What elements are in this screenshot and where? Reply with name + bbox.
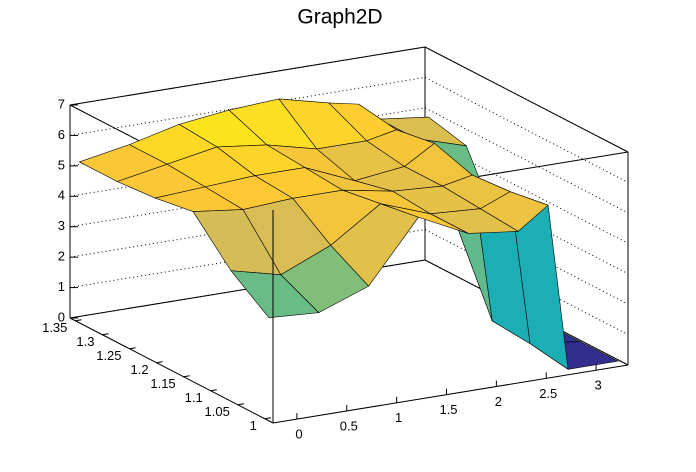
x-tick-label: 0.5 bbox=[340, 418, 358, 433]
y-tick bbox=[102, 333, 109, 336]
z-tick-label: 2 bbox=[58, 249, 65, 264]
box-edge bbox=[69, 46, 426, 106]
y-tick bbox=[237, 403, 244, 406]
y-tick bbox=[210, 389, 217, 392]
y-tick-label: 1.2 bbox=[131, 362, 149, 377]
grid-line bbox=[69, 46, 629, 153]
x-tick-label: 2.5 bbox=[539, 386, 557, 401]
y-tick-label: 1.15 bbox=[150, 376, 175, 391]
z-tick-label: 4 bbox=[58, 188, 65, 203]
x-tick-label: 0 bbox=[295, 427, 302, 442]
y-tick-label: 1.1 bbox=[185, 390, 203, 405]
x-tick-label: 1.5 bbox=[439, 402, 457, 417]
z-tick-label: 1 bbox=[58, 279, 65, 294]
y-tick-label: 1.25 bbox=[96, 348, 121, 363]
y-tick-label: 1 bbox=[250, 418, 257, 433]
y-tick bbox=[183, 375, 190, 378]
z-tick-label: 3 bbox=[58, 218, 65, 233]
z-tick-label: 6 bbox=[58, 127, 65, 142]
z-tick-label: 0 bbox=[58, 309, 65, 324]
y-tick bbox=[75, 319, 82, 322]
x-axis bbox=[272, 364, 629, 424]
grid-line bbox=[69, 76, 629, 183]
y-tick-label: 1.35 bbox=[42, 320, 67, 335]
grid-line bbox=[69, 137, 629, 244]
grid-line bbox=[69, 229, 629, 336]
y-tick-label: 1.3 bbox=[76, 334, 94, 349]
x-tick-label: 2 bbox=[495, 394, 502, 409]
y-axis bbox=[69, 317, 274, 424]
grid-line bbox=[69, 198, 629, 305]
y-tick-label: 1.05 bbox=[205, 404, 230, 419]
chart-title: Graph2D bbox=[297, 6, 382, 29]
surface-cell bbox=[230, 270, 320, 319]
grid-line bbox=[69, 107, 629, 214]
x-tick-label: 1 bbox=[395, 410, 402, 425]
y-tick bbox=[264, 417, 271, 420]
y-tick bbox=[156, 361, 163, 364]
x-tick-label: 3 bbox=[594, 378, 601, 393]
y-tick bbox=[129, 347, 136, 350]
z-tick-label: 5 bbox=[58, 157, 65, 172]
box-edge bbox=[424, 46, 629, 153]
z-tick-label: 7 bbox=[58, 96, 65, 111]
grid-line bbox=[69, 168, 629, 275]
